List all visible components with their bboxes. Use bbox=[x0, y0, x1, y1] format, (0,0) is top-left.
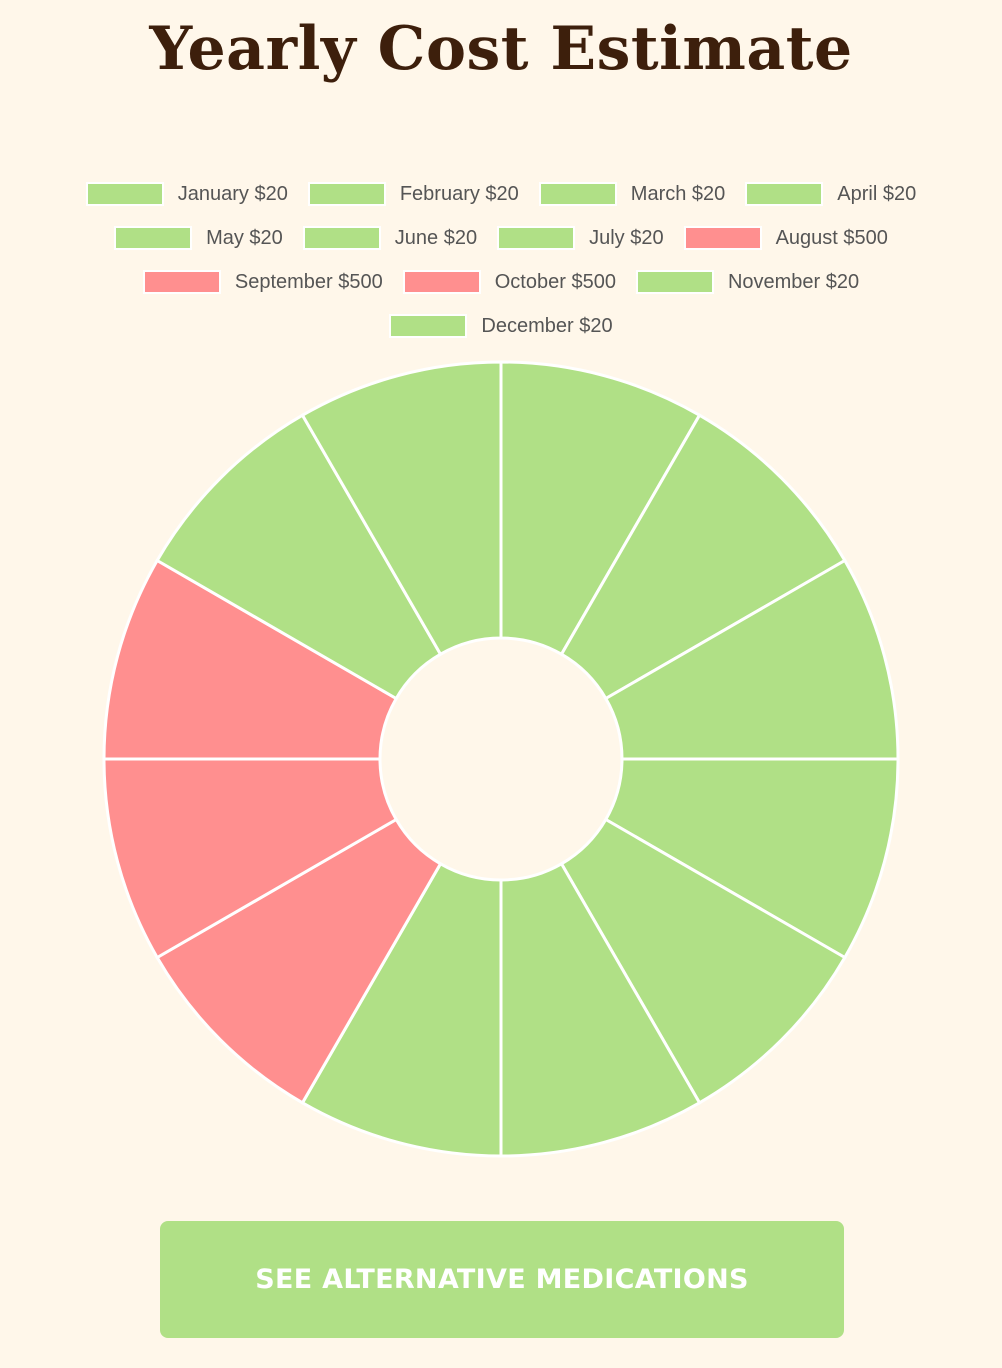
slice-may[interactable] bbox=[559, 817, 847, 1105]
legend-label: November $20 bbox=[727, 270, 860, 293]
legend-swatch bbox=[635, 270, 714, 294]
legend-swatch bbox=[307, 182, 386, 206]
legend-swatch bbox=[745, 182, 824, 206]
legend-item-march[interactable]: March $20 bbox=[538, 182, 726, 206]
doughnut-chart bbox=[102, 360, 900, 1158]
legend-swatch bbox=[402, 270, 481, 294]
legend-row: September $500 October $500 November $20 bbox=[0, 260, 1002, 304]
legend-label: September $500 bbox=[234, 270, 383, 293]
slice-april[interactable] bbox=[603, 757, 900, 960]
legend-label: August $500 bbox=[775, 226, 888, 249]
legend-label: May $20 bbox=[206, 226, 283, 249]
legend-label: June $20 bbox=[394, 226, 478, 249]
slice-june[interactable] bbox=[499, 861, 702, 1158]
legend-item-october[interactable]: October $500 bbox=[402, 270, 616, 294]
legend-swatch bbox=[85, 182, 164, 206]
slice-october[interactable] bbox=[102, 558, 399, 761]
legend-row: January $20 February $20 March $20 April… bbox=[0, 172, 1002, 216]
legend-label: October $500 bbox=[494, 270, 616, 293]
legend-swatch bbox=[302, 226, 381, 250]
legend-swatch bbox=[538, 182, 617, 206]
legend-item-february[interactable]: February $20 bbox=[307, 182, 519, 206]
slice-january[interactable] bbox=[499, 360, 702, 657]
chart-slices bbox=[102, 360, 900, 1158]
legend-item-december[interactable]: December $20 bbox=[389, 314, 613, 338]
legend-label: July $20 bbox=[589, 226, 664, 249]
legend-label: December $20 bbox=[481, 314, 613, 337]
chart-legend: January $20 February $20 March $20 April… bbox=[0, 172, 1002, 348]
legend-row: December $20 bbox=[0, 304, 1002, 348]
slice-february[interactable] bbox=[559, 413, 847, 701]
legend-row: May $20 June $20 July $20 August $500 bbox=[0, 216, 1002, 260]
page-title: Yearly Cost Estimate bbox=[149, 14, 853, 84]
slice-september[interactable] bbox=[102, 757, 399, 960]
slice-november[interactable] bbox=[155, 413, 443, 701]
legend-item-november[interactable]: November $20 bbox=[635, 270, 860, 294]
legend-swatch bbox=[114, 226, 193, 250]
slice-march[interactable] bbox=[603, 558, 900, 761]
legend-label: April $20 bbox=[837, 182, 917, 205]
see-alternative-medications-button[interactable]: SEE ALTERNATIVE MEDICATIONS bbox=[160, 1221, 844, 1338]
legend-swatch bbox=[497, 226, 576, 250]
legend-label: January $20 bbox=[177, 182, 288, 205]
legend-swatch bbox=[683, 226, 762, 250]
legend-item-september[interactable]: September $500 bbox=[142, 270, 383, 294]
legend-item-may[interactable]: May $20 bbox=[114, 226, 283, 250]
legend-item-july[interactable]: July $20 bbox=[497, 226, 664, 250]
legend-swatch bbox=[389, 314, 468, 338]
legend-item-april[interactable]: April $20 bbox=[745, 182, 916, 206]
slice-august[interactable] bbox=[155, 817, 443, 1105]
slice-december[interactable] bbox=[300, 360, 503, 657]
legend-item-june[interactable]: June $20 bbox=[302, 226, 478, 250]
legend-item-january[interactable]: January $20 bbox=[85, 182, 288, 206]
slice-july[interactable] bbox=[300, 861, 503, 1158]
legend-item-august[interactable]: August $500 bbox=[683, 226, 888, 250]
legend-label: February $20 bbox=[399, 182, 519, 205]
legend-label: March $20 bbox=[630, 182, 726, 205]
legend-swatch bbox=[142, 270, 221, 294]
